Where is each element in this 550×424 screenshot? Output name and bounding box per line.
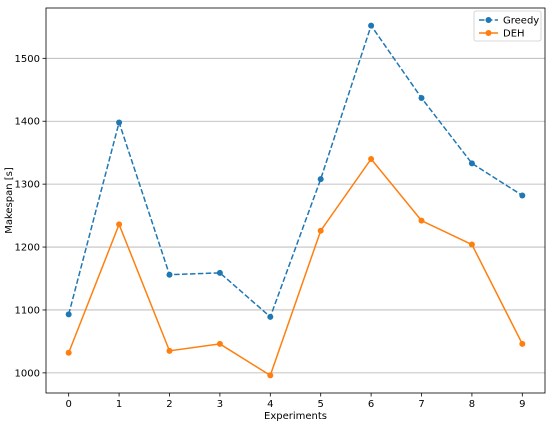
x-tick-label-9: 9	[519, 399, 525, 410]
greedy-point-9	[519, 192, 526, 199]
y-tick-label-5: 1500	[15, 54, 40, 65]
legend-label-greedy: Greedy	[503, 16, 539, 27]
y-tick-label-2: 1200	[15, 243, 40, 254]
x-tick-label-5: 5	[318, 399, 324, 410]
greedy-line	[67, 23, 523, 319]
x-tick-label-7: 7	[418, 399, 424, 410]
x-tick-label-6: 6	[368, 399, 374, 410]
legend-marker-greedy	[485, 17, 492, 23]
greedy-point-4	[267, 313, 274, 320]
greedy-point-0	[65, 311, 72, 318]
x-tick-label-2: 2	[166, 399, 172, 410]
y-tick-label-3: 1300	[15, 180, 40, 191]
plot-area	[45, 7, 546, 394]
greedy-point-2	[166, 271, 173, 278]
axis-ticks: 1000 1100 1200 1300 1400 1500 0 1 2 3 4 5 6 7 8 9	[15, 54, 526, 410]
x-tick-label-3: 3	[217, 399, 223, 410]
series-lines	[65, 22, 526, 379]
greedy-point-7	[418, 94, 425, 101]
greedy-point-6	[368, 22, 375, 29]
x-tick-label-1: 1	[116, 399, 122, 410]
deh-point-6	[368, 155, 375, 162]
x-tick-label-0: 0	[65, 399, 71, 410]
greedy-point-5	[317, 176, 324, 183]
deh-point-2	[166, 347, 173, 354]
y-tick-label-1: 1100	[15, 305, 40, 316]
greedy-point-3	[216, 269, 223, 276]
legend: Greedy DEH	[473, 10, 542, 42]
deh-point-5	[317, 227, 324, 234]
deh-line	[67, 157, 523, 377]
deh-point-8	[468, 241, 475, 248]
y-axis-label: Makespan [s]	[4, 167, 15, 234]
deh-point-1	[116, 221, 123, 228]
legend-marker-deh	[485, 30, 492, 36]
greedy-point-8	[468, 160, 475, 167]
deh-point-9	[519, 340, 526, 347]
deh-point-4	[267, 372, 274, 379]
x-tick-label-8: 8	[469, 399, 475, 410]
y-tick-label-4: 1400	[15, 117, 40, 128]
deh-point-0	[65, 349, 72, 356]
deh-point-3	[216, 340, 223, 347]
greedy-point-1	[116, 119, 123, 126]
grid-lines	[46, 57, 545, 374]
x-tick-label-4: 4	[267, 399, 273, 410]
x-axis-label: Experiments	[264, 411, 327, 422]
y-tick-label-0: 1000	[15, 368, 40, 379]
deh-point-7	[418, 217, 425, 224]
legend-label-deh: DEH	[503, 29, 525, 40]
